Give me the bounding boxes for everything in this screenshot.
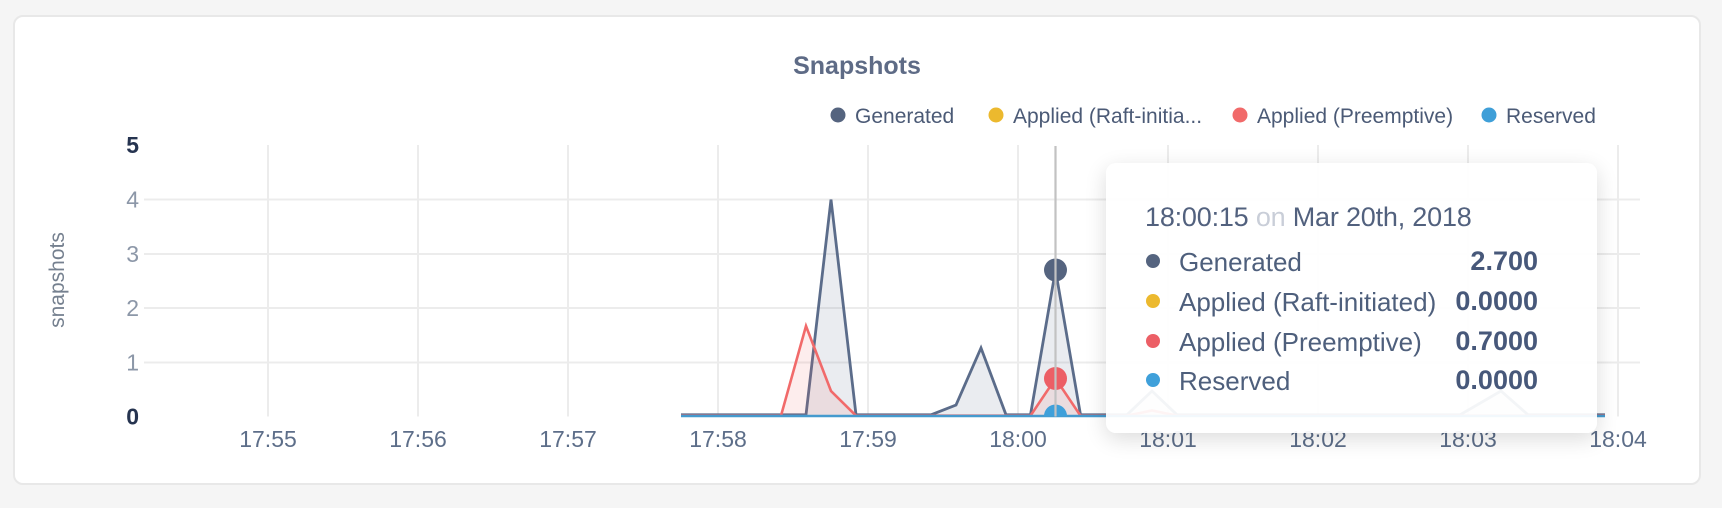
svg-text:17:58: 17:58 — [689, 426, 747, 452]
svg-text:Generated: Generated — [855, 105, 954, 128]
svg-text:Reserved: Reserved — [1506, 105, 1596, 128]
svg-text:5: 5 — [126, 132, 139, 158]
svg-text:0: 0 — [126, 404, 139, 430]
svg-text:4: 4 — [126, 187, 139, 213]
svg-text:17:56: 17:56 — [389, 426, 447, 452]
svg-text:1: 1 — [126, 349, 139, 375]
svg-text:Snapshots: Snapshots — [793, 52, 921, 80]
svg-text:18:00: 18:00 — [989, 426, 1047, 452]
svg-text:Applied (Raft-initia...: Applied (Raft-initia... — [1013, 105, 1202, 128]
svg-text:17:55: 17:55 — [239, 426, 297, 452]
svg-text:snapshots: snapshots — [46, 232, 69, 328]
svg-text:17:57: 17:57 — [539, 426, 597, 452]
svg-text:Applied (Preemptive): Applied (Preemptive) — [1257, 105, 1453, 128]
svg-text:3: 3 — [126, 241, 139, 267]
svg-text:2: 2 — [126, 295, 139, 321]
svg-text:18:04: 18:04 — [1589, 426, 1647, 452]
svg-text:17:59: 17:59 — [839, 426, 897, 452]
